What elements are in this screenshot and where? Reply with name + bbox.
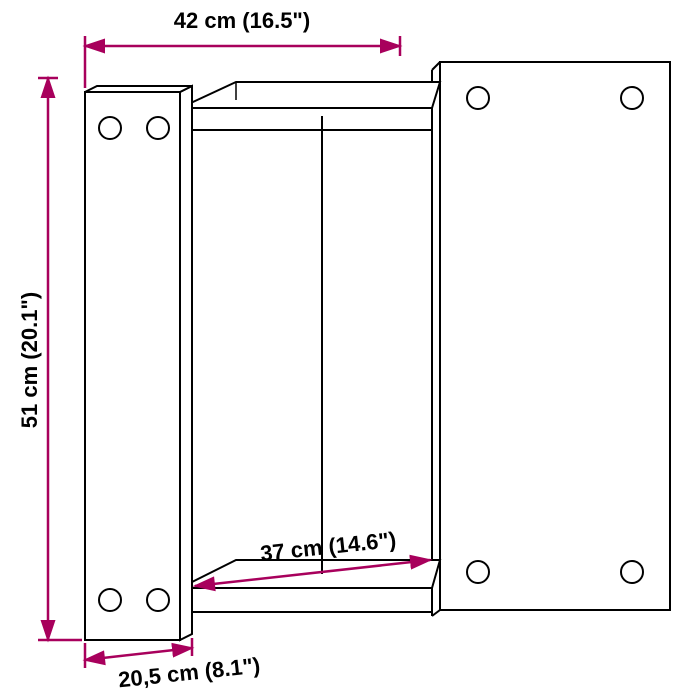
furniture-diagram bbox=[0, 0, 700, 700]
height-label: 51 cm (20.1") bbox=[17, 292, 43, 428]
top-shelf bbox=[180, 82, 440, 130]
back-right-panel bbox=[432, 62, 670, 616]
diagram-container: 42 cm (16.5") 51 cm (20.1") 37 cm (14.6"… bbox=[0, 0, 700, 700]
dimension-height bbox=[38, 78, 82, 640]
dimension-width bbox=[85, 36, 400, 88]
front-left-panel bbox=[85, 86, 192, 640]
width-label: 42 cm (16.5") bbox=[174, 8, 310, 34]
bottom-shelf bbox=[180, 560, 440, 612]
